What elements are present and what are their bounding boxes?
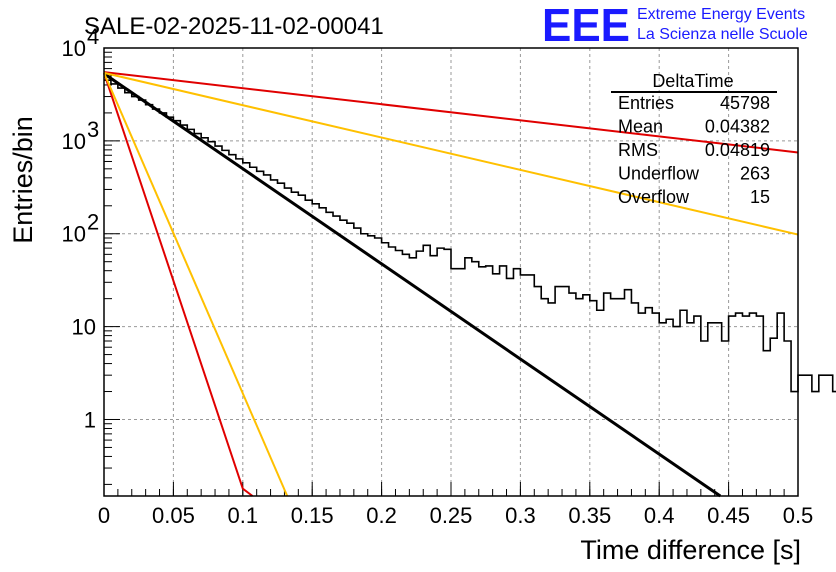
series-fit-black: [103, 72, 722, 498]
stats-box: DeltaTime Entries 45798 Mean 0.04382 RMS 0.04…: [611, 71, 777, 207]
x-tick-labels: 0 0.05 0.1 0.15 0.2 0.25 0.3 0.35 0.4 0.45 0.5: [98, 503, 813, 528]
y-tick-label: 10: [62, 222, 86, 247]
fit-lines: [103, 71, 799, 498]
series-shallow-red: [103, 71, 799, 154]
stats-label: Entries: [618, 93, 674, 113]
y-tick-label: 10: [72, 315, 96, 340]
logo-mark: EEE: [542, 0, 630, 51]
stats-label: Overflow: [618, 187, 690, 207]
histogram: [104, 79, 836, 393]
stats-title: DeltaTime: [652, 71, 733, 91]
x-tick-label: 0.45: [707, 503, 750, 528]
eee-logo: EEE Extreme Energy Events La Scienza nel…: [542, 0, 808, 51]
series-steep-red: [103, 72, 254, 497]
series-steep-yellow: [103, 72, 289, 497]
y-tick-label: 10: [62, 36, 86, 61]
stats-value: 45798: [720, 93, 770, 113]
x-tick-label: 0.5: [783, 503, 814, 528]
x-tick-label: 0.1: [228, 503, 259, 528]
series-shallow-yellow: [103, 71, 799, 236]
chart-title: SALE-02-2025-11-02-00041: [84, 13, 384, 40]
grid: [104, 48, 798, 496]
y-tick-label: 1: [84, 407, 96, 432]
y-tick-exponent: 4: [87, 24, 99, 49]
x-tick-label: 0.35: [568, 503, 611, 528]
plot-frame: [103, 47, 799, 497]
x-tick-label: 0.2: [366, 503, 397, 528]
x-axis-title: Time difference [s]: [580, 535, 801, 565]
y-tick-label: 10: [62, 129, 86, 154]
x-tick-label: 0.15: [291, 503, 334, 528]
stats-value: 15: [750, 187, 770, 207]
stats-label: Underflow: [618, 164, 700, 184]
x-tick-label: 0: [98, 503, 110, 528]
stats-value: 0.04819: [705, 140, 770, 160]
logo-line1: Extreme Energy Events: [637, 6, 805, 23]
y-axis-title: Entries/bin: [8, 116, 38, 244]
logo-line2: La Scienza nelle Scuole: [637, 26, 808, 43]
y-tick-exponent: 3: [87, 117, 99, 142]
x-tick-label: 0.3: [505, 503, 536, 528]
histogram-outline: [104, 79, 836, 393]
x-tick-label: 0.25: [430, 503, 473, 528]
stats-label: Mean: [618, 117, 663, 137]
stats-value: 0.04382: [705, 117, 770, 137]
stats-label: RMS: [618, 140, 658, 160]
x-tick-label: 0.05: [152, 503, 195, 528]
x-tick-label: 0.4: [644, 503, 675, 528]
stats-value: 263: [740, 164, 770, 184]
y-tick-exponent: 2: [87, 210, 99, 235]
